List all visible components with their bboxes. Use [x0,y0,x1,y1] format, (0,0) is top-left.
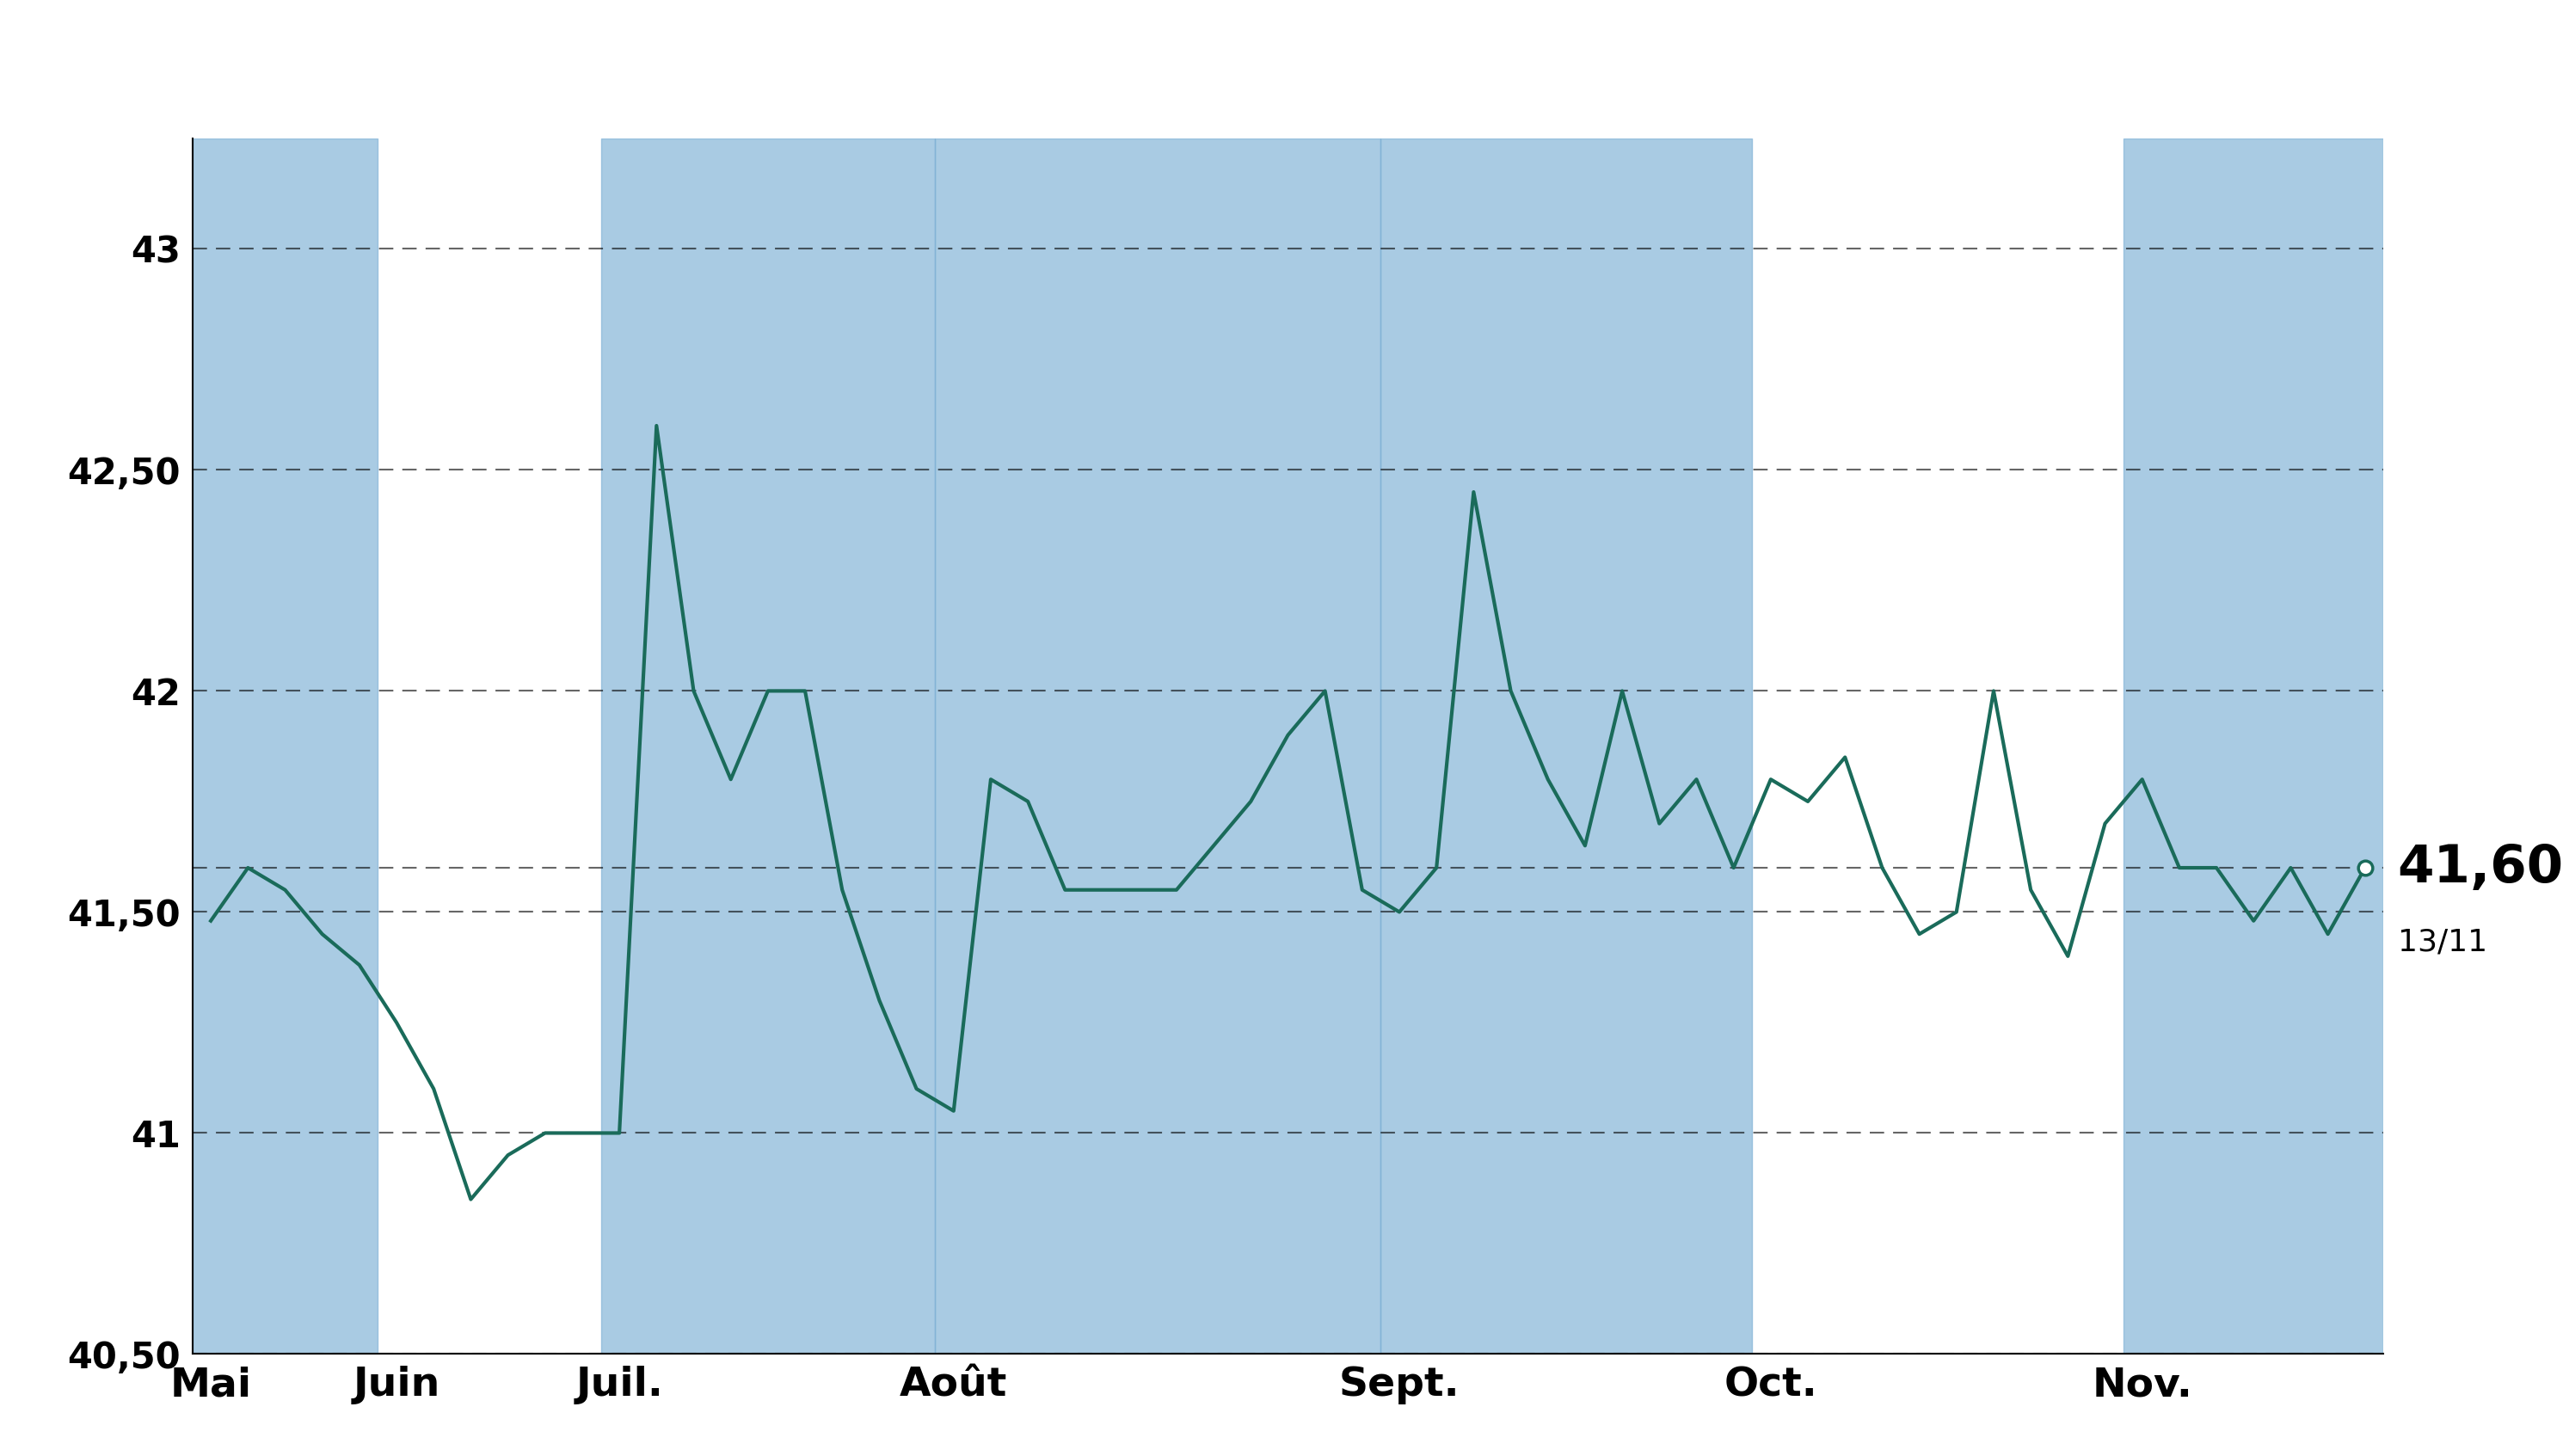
Text: Biotest AG: Biotest AG [1025,13,1538,96]
Bar [192,138,377,1354]
Bar [600,138,935,1354]
Text: 13/11: 13/11 [2396,927,2486,957]
Bar [2125,138,2384,1354]
Bar [1381,138,1753,1354]
Bar [935,138,1381,1354]
Text: 41,60: 41,60 [2396,843,2563,893]
